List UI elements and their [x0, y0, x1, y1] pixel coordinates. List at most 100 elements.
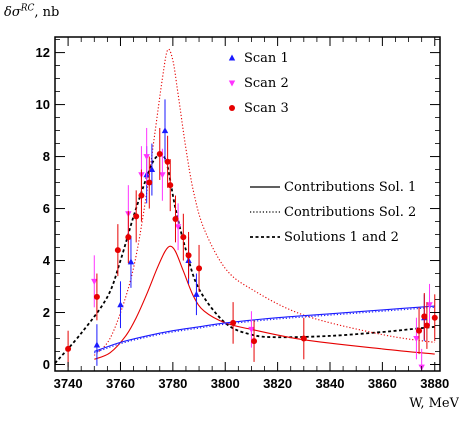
scan-3-marker — [180, 234, 187, 241]
scan-3-marker — [421, 313, 428, 320]
scan-1-marker — [127, 258, 135, 265]
scan-3-point-0 — [65, 330, 72, 368]
scan-3-point-13 — [196, 244, 203, 292]
scan-1-marker — [93, 341, 101, 348]
x-tick-label: 3740 — [54, 376, 83, 391]
scan-3-marker — [138, 192, 145, 199]
scan-3-marker — [65, 345, 72, 352]
scan-3-point-16 — [300, 317, 307, 360]
legend-entry-scan-1: Scan 1 — [228, 51, 289, 66]
y-tick-label: 2 — [43, 305, 50, 320]
legend-label: Solutions 1 and 2 — [284, 230, 399, 245]
curve-component-8 — [94, 305, 435, 353]
legend-entry-scan-2: Scan 2 — [228, 76, 289, 91]
legend-marker — [228, 80, 236, 87]
scan-3-marker — [167, 182, 174, 189]
curve-solutions-1-and-2 — [54, 153, 435, 364]
scan-3-point-17 — [416, 307, 423, 355]
scan-2-marker — [174, 224, 182, 231]
scan-1-point-2 — [127, 235, 135, 288]
y-tick-label: 4 — [43, 253, 51, 268]
scan-3-point-4 — [133, 190, 140, 243]
x-tick-label: 3760 — [106, 376, 135, 391]
legend-label: Scan 3 — [244, 101, 289, 116]
scan-3-point-10 — [172, 195, 179, 243]
scan-3-point-12 — [185, 231, 192, 279]
legend-entry-contributions-sol-2: Contributions Sol. 2 — [250, 205, 416, 220]
scan-2-point-5 — [174, 203, 182, 251]
scan-3-point-11 — [180, 213, 187, 261]
scan-3-marker — [164, 158, 171, 165]
scan-3-point-9 — [167, 159, 174, 212]
scan-3-point-18 — [421, 293, 428, 340]
scan-3-marker — [93, 293, 100, 300]
scan-2-point-7 — [413, 317, 420, 360]
plot-frame — [54, 36, 441, 372]
scan-1-point-5 — [161, 99, 169, 162]
scan-3-marker — [300, 335, 307, 342]
scan-2-point-3 — [143, 127, 150, 186]
scan-3-point-15 — [251, 320, 258, 362]
scan-3-marker — [230, 319, 237, 326]
x-tick-label: 3880 — [420, 376, 449, 391]
x-tick-label: 3840 — [316, 376, 345, 391]
y-tick-label: 6 — [43, 201, 50, 216]
scan-1-marker — [117, 301, 124, 308]
legend-label: Scan 2 — [244, 76, 289, 91]
x-tick-label: 3800 — [211, 376, 240, 391]
scan-1-point-0 — [93, 324, 101, 366]
scan-3-marker — [172, 215, 179, 222]
y-axis-label: δσRC, nb — [4, 4, 60, 21]
scan-2-point-0 — [91, 255, 98, 308]
scan-1-point-7 — [193, 273, 200, 316]
legend-label: Contributions Sol. 2 — [284, 205, 416, 220]
scan-2-marker — [248, 326, 255, 333]
legend-marker — [228, 54, 236, 61]
scan-2-marker — [426, 302, 433, 309]
scan-3-point-1 — [93, 273, 100, 321]
scan-3-point-3 — [125, 211, 132, 264]
scan-1-point-1 — [117, 281, 124, 329]
scan-3-marker — [431, 314, 438, 321]
x-tick-label: 3780 — [158, 376, 187, 391]
scan-3-marker — [133, 213, 140, 220]
y-tick-label: 10 — [36, 97, 50, 112]
scan-1-point-4 — [148, 143, 156, 196]
scan-3-marker — [185, 252, 192, 259]
x-tick-label: 3820 — [263, 376, 292, 391]
legend-entry-contributions-sol-1: Contributions Sol. 1 — [250, 180, 416, 195]
scan-1-marker — [148, 166, 156, 173]
curves-layer — [54, 48, 435, 364]
scan-2-point-9 — [426, 283, 433, 326]
scan-3-point-19 — [423, 302, 430, 349]
scan-2-marker — [143, 154, 150, 161]
y-tick-label: 0 — [43, 357, 50, 372]
scan-2-marker — [413, 336, 420, 343]
x-axis-label: W, MeV — [409, 396, 459, 411]
legend-marker — [229, 105, 235, 111]
legend-entry-scan-3: Scan 3 — [229, 101, 289, 116]
scan-3-point-8 — [164, 135, 171, 188]
legend: Scan 1 Scan 2 Scan 3 Contributions Sol. 1 Co… — [228, 51, 416, 245]
points-layer — [65, 99, 438, 371]
scan-3-marker — [114, 247, 121, 254]
scan-3-point-6 — [146, 156, 153, 209]
scan-1-marker — [161, 127, 169, 134]
scan-3-point-14 — [230, 302, 237, 344]
legend-entry-solutions-1-and-2: Solutions 1 and 2 — [250, 230, 399, 245]
x-tick-label: 3860 — [368, 376, 397, 391]
y-tick-label: 12 — [36, 45, 50, 60]
y-tick-label: 8 — [43, 149, 50, 164]
ticks-layer: 3740 3760 3780 3800 3820 3840 3860 3880 0 2 4 6 8 10 1… — [36, 37, 449, 391]
scan-3-marker — [423, 322, 430, 329]
scan-3-marker — [125, 234, 132, 241]
legend-label: Contributions Sol. 1 — [284, 180, 416, 195]
scan-3-marker — [146, 179, 153, 186]
legend-label: Scan 1 — [244, 51, 289, 66]
curve-component-6 — [94, 245, 435, 360]
scan-2-marker — [91, 278, 98, 285]
scan-3-point-5 — [138, 169, 145, 222]
scan-2-marker — [159, 172, 166, 179]
scan-1-marker — [193, 290, 200, 297]
